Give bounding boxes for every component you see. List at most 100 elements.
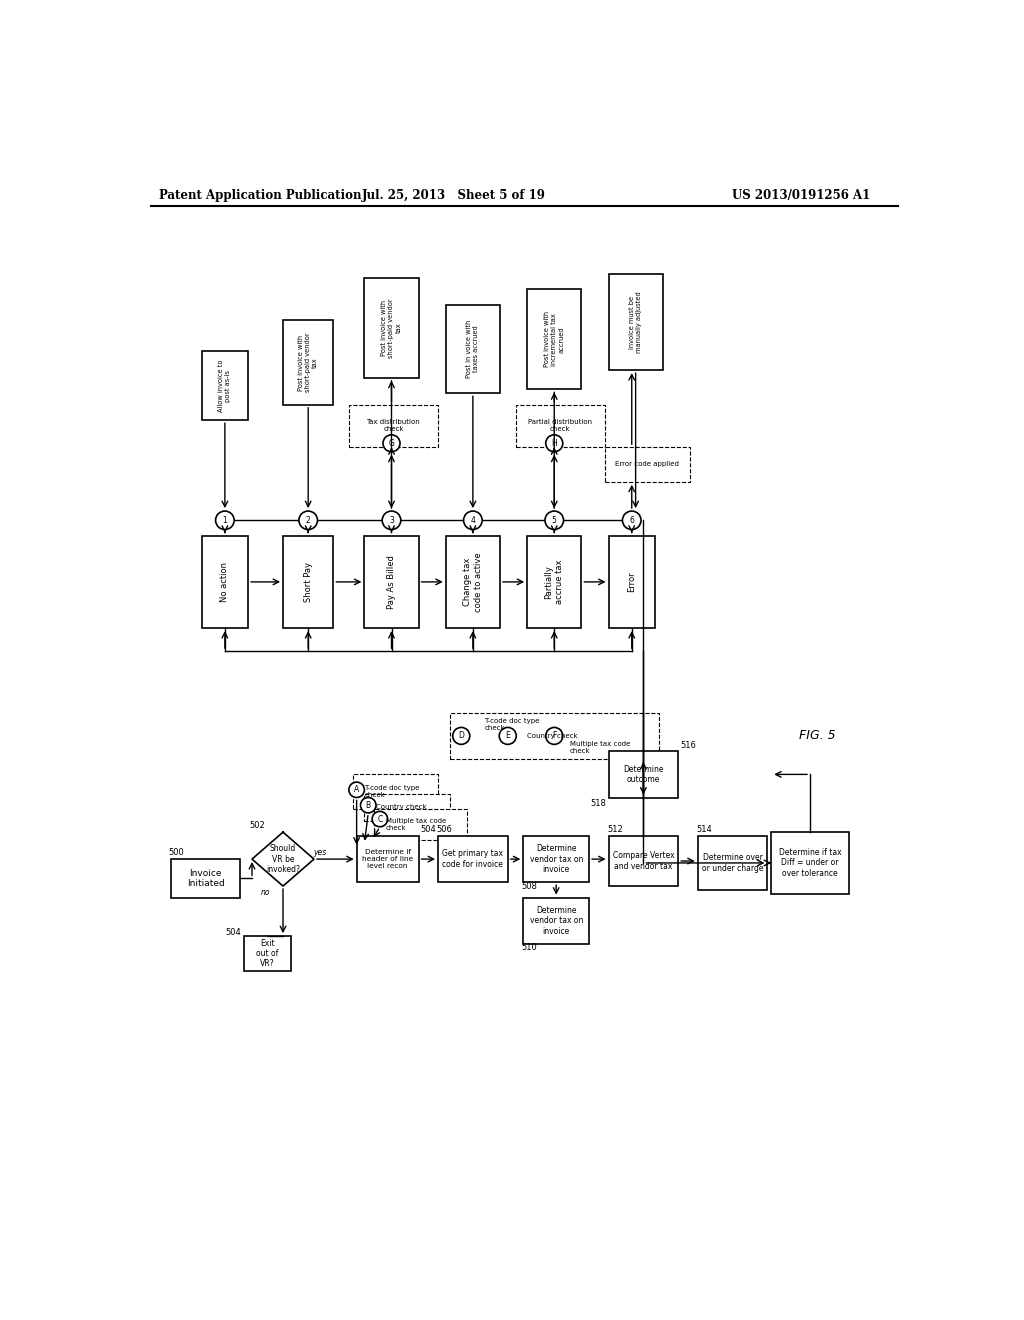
- FancyBboxPatch shape: [202, 536, 248, 628]
- Text: Patent Application Publication: Patent Application Publication: [159, 189, 361, 202]
- Circle shape: [623, 511, 641, 529]
- Text: Invoice must be
manually adjusted: Invoice must be manually adjusted: [629, 292, 642, 352]
- FancyBboxPatch shape: [608, 275, 663, 370]
- Circle shape: [500, 727, 516, 744]
- Circle shape: [382, 511, 400, 529]
- Circle shape: [464, 511, 482, 529]
- Text: Determine
vendor tax on
invoice: Determine vendor tax on invoice: [529, 906, 583, 936]
- Circle shape: [360, 797, 376, 813]
- Text: Country check: Country check: [527, 733, 578, 739]
- Text: T-code doc type
check: T-code doc type check: [365, 785, 420, 799]
- FancyBboxPatch shape: [438, 836, 508, 882]
- FancyBboxPatch shape: [523, 898, 589, 944]
- Text: A: A: [354, 785, 359, 795]
- FancyBboxPatch shape: [245, 936, 291, 970]
- FancyBboxPatch shape: [365, 793, 450, 821]
- Text: 508: 508: [521, 882, 538, 891]
- FancyBboxPatch shape: [349, 405, 438, 447]
- Text: US 2013/0191256 A1: US 2013/0191256 A1: [732, 189, 870, 202]
- FancyBboxPatch shape: [352, 775, 438, 809]
- Circle shape: [372, 812, 388, 826]
- Text: no: no: [261, 888, 270, 896]
- Text: H: H: [551, 438, 557, 447]
- Text: C: C: [377, 814, 383, 824]
- Text: F: F: [552, 731, 556, 741]
- Text: Get primary tax
code for invoice: Get primary tax code for invoice: [442, 849, 504, 869]
- Text: Post invoice with
short-paid vendor
tax: Post invoice with short-paid vendor tax: [382, 298, 401, 358]
- Text: Error: Error: [628, 572, 636, 593]
- Text: 516: 516: [681, 741, 696, 750]
- Text: 514: 514: [696, 825, 712, 834]
- FancyBboxPatch shape: [450, 713, 658, 759]
- Text: 1: 1: [222, 516, 227, 525]
- Text: E: E: [506, 731, 510, 741]
- Text: Pay As Billed: Pay As Billed: [387, 554, 396, 609]
- FancyBboxPatch shape: [608, 836, 678, 886]
- Text: Post invoice with
short-paid vendor
tax: Post invoice with short-paid vendor tax: [298, 333, 318, 392]
- Text: 504: 504: [225, 928, 241, 937]
- Text: Determine
vendor tax on
invoice: Determine vendor tax on invoice: [529, 845, 583, 874]
- FancyBboxPatch shape: [202, 351, 248, 420]
- FancyBboxPatch shape: [608, 536, 655, 628]
- FancyBboxPatch shape: [445, 305, 500, 393]
- FancyBboxPatch shape: [283, 321, 334, 405]
- Text: 504: 504: [420, 825, 436, 834]
- Text: Determine if tax
Diff = under or
over tolerance: Determine if tax Diff = under or over to…: [778, 847, 842, 878]
- Circle shape: [546, 727, 563, 744]
- Text: 502: 502: [249, 821, 264, 830]
- Text: Multiple tax code
check: Multiple tax code check: [569, 741, 630, 754]
- FancyBboxPatch shape: [604, 447, 690, 482]
- Text: No action: No action: [220, 562, 229, 602]
- Text: Change tax
code to active: Change tax code to active: [463, 552, 482, 611]
- FancyBboxPatch shape: [527, 536, 582, 628]
- Text: yes: yes: [313, 849, 327, 858]
- FancyBboxPatch shape: [375, 809, 467, 840]
- Text: Compare Vertex
and vendor tax: Compare Vertex and vendor tax: [612, 851, 674, 871]
- Circle shape: [383, 434, 400, 451]
- Text: Tax distribution
check: Tax distribution check: [367, 420, 420, 433]
- Text: Post invoice with
incremental tax
accrued: Post invoice with incremental tax accrue…: [544, 312, 564, 367]
- Circle shape: [453, 727, 470, 744]
- Text: Post in voice with
taxes accrued: Post in voice with taxes accrued: [466, 319, 479, 378]
- Text: 2: 2: [306, 516, 310, 525]
- Text: Partially
accrue tax: Partially accrue tax: [545, 560, 564, 605]
- FancyBboxPatch shape: [771, 832, 849, 894]
- Text: Error code applied: Error code applied: [615, 462, 679, 467]
- Text: 3: 3: [389, 516, 394, 525]
- FancyBboxPatch shape: [365, 536, 419, 628]
- Text: 5: 5: [552, 516, 557, 525]
- FancyBboxPatch shape: [445, 536, 500, 628]
- Text: Should
VR be
invoked?: Should VR be invoked?: [266, 845, 300, 874]
- FancyBboxPatch shape: [171, 859, 241, 898]
- FancyBboxPatch shape: [523, 836, 589, 882]
- Text: Determine
outcome: Determine outcome: [624, 764, 664, 784]
- FancyBboxPatch shape: [365, 277, 419, 378]
- Circle shape: [546, 434, 563, 451]
- Text: FIG. 5: FIG. 5: [800, 730, 836, 742]
- Text: 510: 510: [521, 944, 538, 952]
- Text: 4: 4: [470, 516, 475, 525]
- Text: Country check: Country check: [376, 804, 427, 810]
- Circle shape: [299, 511, 317, 529]
- Text: T-code doc type
check: T-code doc type check: [484, 718, 540, 731]
- FancyBboxPatch shape: [356, 836, 419, 882]
- Circle shape: [216, 511, 234, 529]
- Text: Allow invoice to
post as-is: Allow invoice to post as-is: [218, 359, 231, 412]
- Text: Jul. 25, 2013   Sheet 5 of 19: Jul. 25, 2013 Sheet 5 of 19: [361, 189, 546, 202]
- Circle shape: [545, 511, 563, 529]
- Text: Determine if
header of line
level recon: Determine if header of line level recon: [362, 849, 414, 869]
- Circle shape: [349, 781, 365, 797]
- Text: 518: 518: [590, 799, 606, 808]
- FancyBboxPatch shape: [608, 751, 678, 797]
- FancyBboxPatch shape: [697, 836, 767, 890]
- Polygon shape: [252, 832, 314, 886]
- FancyBboxPatch shape: [515, 405, 604, 447]
- Text: 500: 500: [168, 849, 184, 858]
- FancyBboxPatch shape: [527, 289, 582, 389]
- Text: B: B: [366, 801, 371, 809]
- Text: 6: 6: [630, 516, 634, 525]
- Text: Exit
out of
VR?: Exit out of VR?: [256, 939, 279, 969]
- Text: Short Pay: Short Pay: [304, 562, 312, 602]
- Text: 506: 506: [436, 825, 453, 834]
- Text: Multiple tax code
check: Multiple tax code check: [386, 818, 446, 832]
